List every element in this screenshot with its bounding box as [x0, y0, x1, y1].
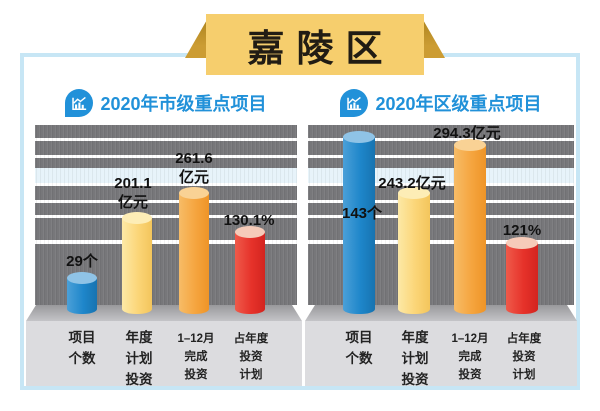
- chart-icon: [340, 89, 369, 117]
- category-label: 项目 个数: [68, 330, 96, 366]
- bar-district-plan-ratio: [506, 237, 538, 314]
- category-label: 1–12月 完成 投资: [177, 333, 215, 381]
- bar-municipal-completed-investment: [179, 187, 209, 314]
- category-label: 年度 计划 投资: [125, 330, 153, 387]
- label-strip-right: [305, 321, 577, 386]
- bar-municipal-plan-ratio: [235, 226, 265, 314]
- chart-title-district: 2020年区级重点项目: [375, 94, 542, 114]
- category-label: 1–12月 完成 投资: [451, 333, 489, 381]
- category-label: 占年度 投资 计划: [233, 333, 269, 381]
- banner-fold-left: [185, 18, 208, 58]
- banner-title: 嘉陵区: [206, 14, 424, 75]
- category-label: 项目 个数: [345, 330, 373, 366]
- value-label: 294.3亿元: [433, 125, 501, 142]
- chart-icon: [65, 89, 94, 117]
- category-label: 占年度 投资 计划: [506, 333, 542, 381]
- chart-header-municipal: 2020年市级重点项目: [35, 85, 297, 121]
- chart-header-district: 2020年区级重点项目: [308, 85, 574, 121]
- value-label: 243.2亿元: [378, 175, 446, 192]
- banner-fold-right: [422, 18, 445, 58]
- value-label: 201.1 亿元: [114, 175, 152, 211]
- bar-municipal-project-count: [67, 272, 97, 314]
- value-label: 29个: [66, 253, 98, 270]
- category-label: 年度 计划 投资: [401, 330, 429, 387]
- bar-district-project-count: [343, 131, 375, 314]
- label-strip-left: [26, 321, 302, 386]
- value-label: 143个: [341, 205, 383, 222]
- bar-district-completed-investment: [454, 139, 486, 314]
- value-label: 121%: [502, 222, 542, 239]
- bar-district-planned-investment: [398, 187, 430, 314]
- value-label: 261.6 亿元: [175, 150, 213, 186]
- chart-title-municipal: 2020年市级重点项目: [100, 94, 267, 114]
- title-banner: 嘉陵区: [185, 14, 445, 75]
- value-label: 130.1%: [223, 212, 275, 229]
- bar-municipal-planned-investment: [122, 212, 152, 314]
